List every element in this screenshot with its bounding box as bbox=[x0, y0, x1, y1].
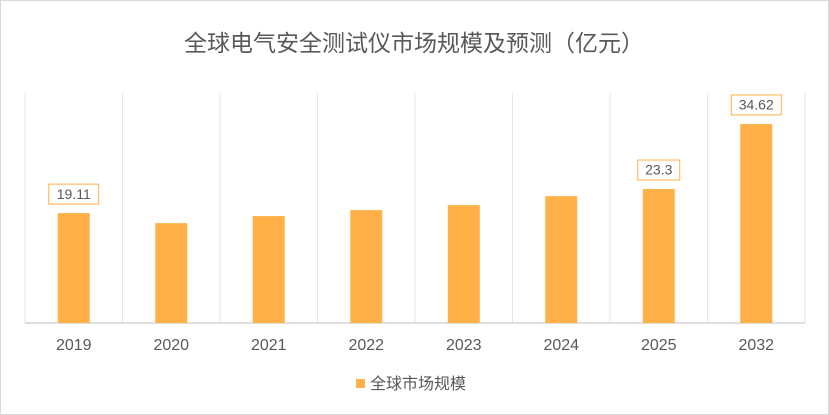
bar bbox=[57, 213, 90, 323]
x-tick-label: 2023 bbox=[446, 337, 482, 354]
legend-swatch bbox=[356, 379, 365, 388]
value-label: 34.62 bbox=[739, 97, 774, 113]
x-tick-label: 2022 bbox=[348, 337, 384, 354]
bar bbox=[155, 223, 188, 323]
bar bbox=[252, 216, 285, 323]
value-label: 23.3 bbox=[645, 162, 672, 178]
value-label-box bbox=[48, 183, 100, 205]
x-tick-label: 2021 bbox=[251, 337, 287, 354]
bar bbox=[642, 189, 675, 323]
x-tick-label: 2019 bbox=[56, 337, 92, 354]
bar bbox=[545, 196, 578, 323]
value-label: 19.11 bbox=[57, 186, 91, 202]
x-tick-label: 2032 bbox=[738, 337, 774, 354]
bar bbox=[447, 205, 480, 323]
bar bbox=[740, 123, 773, 323]
value-label-box bbox=[730, 94, 782, 116]
value-label-box bbox=[637, 159, 681, 181]
legend-label: 全球市场规模 bbox=[370, 375, 466, 393]
x-tick-label: 2020 bbox=[153, 337, 189, 354]
chart-title: 全球电气安全测试仪市场规模及预测（亿元） bbox=[184, 30, 644, 56]
x-tick-label: 2024 bbox=[543, 337, 579, 354]
x-tick-label: 2025 bbox=[641, 337, 677, 354]
bar bbox=[350, 210, 383, 323]
